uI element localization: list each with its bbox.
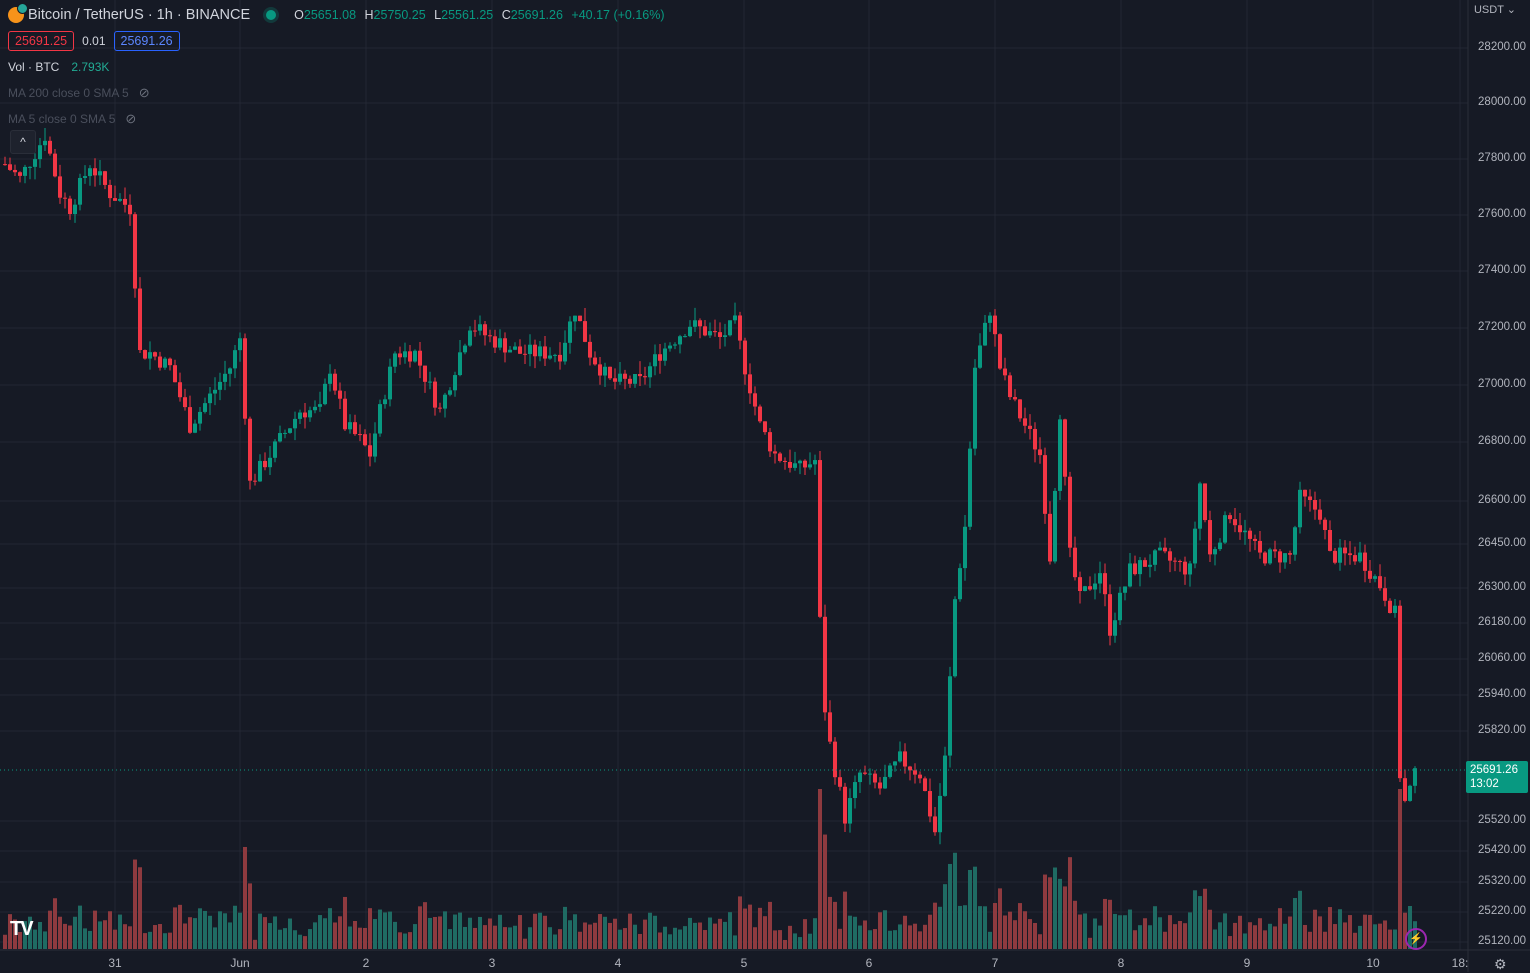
price-tick: 25420.00 [1478,844,1526,856]
price-tick: 26600.00 [1478,494,1526,506]
lightning-icon[interactable]: ⚡ [1405,928,1427,950]
time-tick: 2 [362,956,370,970]
price-tick: 25320.00 [1478,875,1526,887]
ohlc-values: O25651.08 H25750.25 L25561.25 C25691.26 … [294,8,665,22]
price-tick: 26800.00 [1478,435,1526,447]
time-tick: 31 [108,956,122,970]
price-tick: 28000.00 [1478,96,1526,108]
hidden-eye-icon[interactable]: ⊘ [125,111,137,126]
time-tick: 3 [488,956,496,970]
time-tick: 18: [1451,956,1469,970]
bitcoin-icon [8,3,28,23]
tradingview-logo[interactable]: TV [10,918,34,940]
time-tick: 6 [865,956,873,970]
bar-countdown: 13:02 [1470,778,1499,790]
price-tick: 25820.00 [1478,724,1526,736]
price-tick: 28200.00 [1478,41,1526,53]
price-tick: 27000.00 [1478,378,1526,390]
price-tick: 26300.00 [1478,581,1526,593]
price-tick: 26180.00 [1478,616,1526,628]
sell-price-button[interactable]: 25691.25 [8,31,75,51]
volume-value: 2.793K [71,60,110,74]
time-tick: 10 [1366,956,1380,970]
price-tick: 25120.00 [1478,935,1526,947]
price-tick: 25940.00 [1478,688,1526,700]
price-tick: 26060.00 [1478,652,1526,664]
time-tick: 4 [614,956,622,970]
price-tick: 27800.00 [1478,152,1526,164]
spread-value: 0.01 [82,34,106,48]
indicator-ma200[interactable]: MA 200 close 0 SMA 5 ⊘ [8,85,150,100]
symbol-title[interactable]: Bitcoin / TetherUS · 1h · BINANCE [28,7,251,23]
price-tick: 27600.00 [1478,208,1526,220]
chart-legend: Bitcoin / TetherUS · 1h · BINANCE O25651… [8,3,670,130]
currency-selector[interactable]: USDT ⌄ [1473,4,1516,16]
price-tick: 25520.00 [1478,814,1526,826]
time-tick: 9 [1243,956,1251,970]
last-price-label: 25691.26 13:02 [1466,761,1528,793]
time-tick: Jun [230,956,250,970]
price-tick: 27200.00 [1478,321,1526,333]
time-tick: 5 [740,956,748,970]
time-tick: 7 [991,956,999,970]
price-tick: 26450.00 [1478,537,1526,549]
volume-indicator[interactable]: Vol · BTC 2.793K [8,60,110,74]
price-tick: 25220.00 [1478,905,1526,917]
indicator-ma5[interactable]: MA 5 close 0 SMA 5 ⊘ [8,111,137,126]
price-tick: 27400.00 [1478,264,1526,276]
collapse-legend-button[interactable]: ^ [10,130,36,154]
hidden-eye-icon[interactable]: ⊘ [138,85,150,100]
settings-gear-icon[interactable]: ⚙ [1494,956,1507,972]
market-open-status-icon[interactable] [266,10,277,20]
time-tick: 8 [1117,956,1125,970]
buy-price-button[interactable]: 25691.26 [113,31,180,51]
